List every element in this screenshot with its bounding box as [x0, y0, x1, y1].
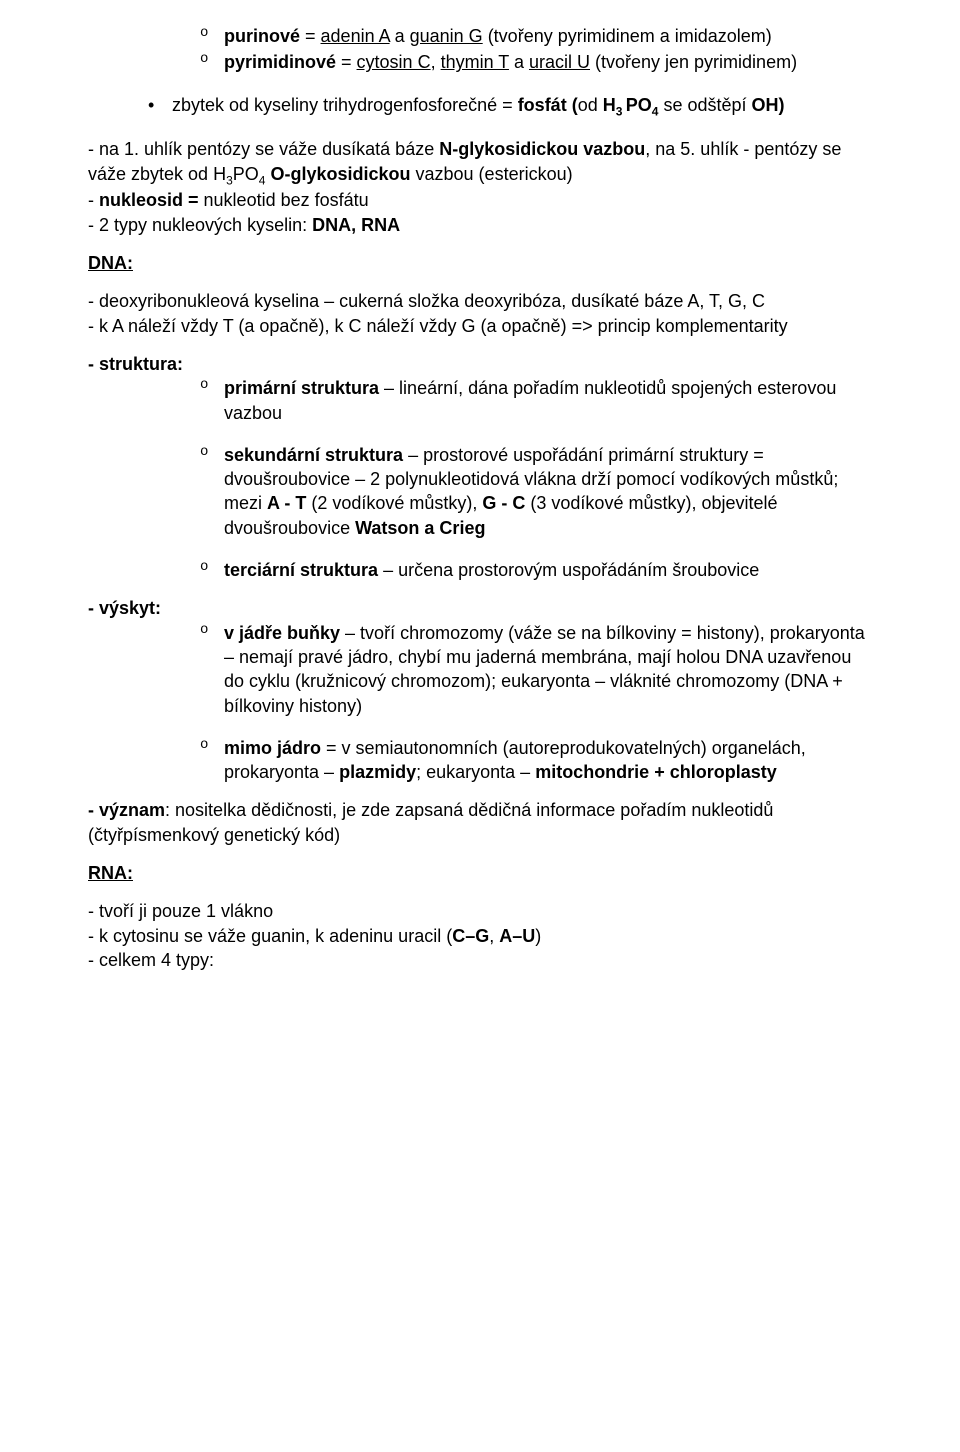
para-dna-desc: - deoxyribonukleová kyselina – cukerná s… [88, 289, 872, 338]
v2-b1: mimo jádro [224, 738, 321, 758]
p1-b2: O-glykosidickou [270, 164, 410, 184]
struktura-item-2: sekundární struktura – prostorové uspořá… [200, 443, 872, 540]
intro1-mid: = [300, 26, 321, 46]
p1-line2c: nukleotid bez fosfátu [199, 190, 369, 210]
intro2-bold: pyrimidinové [224, 52, 336, 72]
vyskyt-block: - výskyt: v jádře buňky – tvoří chromozo… [88, 596, 872, 784]
b1-bold4: OH) [752, 95, 785, 115]
intro1-u2: guanin G [410, 26, 483, 46]
rna-line2a: - k cytosinu se váže guanin, k adeninu u… [88, 926, 452, 946]
p1-b1: N-glykosidickou vazbou [439, 139, 645, 159]
v1-b: v jádře buňky [224, 623, 340, 643]
intro2-tail: (tvořeny jen pyrimidinem) [590, 52, 797, 72]
p1-line3b: DNA, RNA [312, 215, 400, 235]
s2-t2: (2 vodíkové můstky), [306, 493, 482, 513]
struktura-heading: - struktura: [88, 354, 183, 374]
struktura-sublist: primární struktura – lineární, dána pořa… [88, 376, 872, 582]
vyznam-para: - význam: nositelka dědičnosti, je zde z… [88, 798, 872, 847]
s2-b2: A - T [267, 493, 306, 513]
intro2-mid3: a [509, 52, 529, 72]
s3-t: – určena prostorovým uspořádáním šroubov… [378, 560, 759, 580]
rna-line3: - celkem 4 typy: [88, 950, 214, 970]
vyznam-b1: - význam [88, 800, 165, 820]
b1-mid: od [578, 95, 603, 115]
page: purinové = adenin A a guanin G (tvořeny … [0, 0, 960, 1452]
intro1-bold: purinové [224, 26, 300, 46]
p1-t1: - na 1. uhlík pentózy se váže dusíkatá b… [88, 139, 439, 159]
p1-t5: vazbou (esterickou) [411, 164, 573, 184]
b1-sub1: 3 [616, 104, 626, 118]
p2-line2: - k A náleží vždy T (a opačně), k C nále… [88, 316, 788, 336]
p1-line2b: nukleosid = [99, 190, 199, 210]
s1-b: primární struktura [224, 378, 379, 398]
intro2-mid2: , [431, 52, 441, 72]
intro-item-1: purinové = adenin A a guanin G (tvořeny … [200, 24, 872, 48]
s2-b3: G - C [482, 493, 525, 513]
intro1-u1: adenin A [321, 26, 390, 46]
s2-b: sekundární struktura [224, 445, 403, 465]
intro2-mid: = [336, 52, 357, 72]
intro1-tail: (tvořeny pyrimidinem a imidazolem) [483, 26, 772, 46]
p1-line3a: - 2 typy nukleových kyselin: [88, 215, 312, 235]
struktura-item-1: primární struktura – lineární, dána pořa… [200, 376, 872, 425]
s3-b: terciární struktura [224, 560, 378, 580]
rna-heading: RNA: [88, 861, 872, 885]
b1-bold2: H [603, 95, 616, 115]
intro2-u1: cytosin C [357, 52, 431, 72]
bullet-item-1: zbytek od kyseliny trihydrogenfosforečné… [148, 93, 872, 120]
struktura-block: - struktura: primární struktura – lineár… [88, 352, 872, 582]
intro-sublist: purinové = adenin A a guanin G (tvořeny … [88, 24, 872, 75]
rna-line1: - tvoří ji pouze 1 vlákno [88, 901, 273, 921]
vyskyt-sublist: v jádře buňky – tvoří chromozomy (váže s… [88, 621, 872, 785]
p1-sub1: 3 [226, 173, 233, 187]
p1-line2a: - [88, 190, 99, 210]
v2-b2: plazmidy [339, 762, 416, 782]
vyskyt-item-2: mimo jádro = v semiautonomních (autorepr… [200, 736, 872, 785]
vyznam-t1: : nositelka dědičnosti, je zde zapsaná d… [88, 800, 773, 844]
s2-b4: Watson a Crieg [355, 518, 485, 538]
bullet-list: zbytek od kyseliny trihydrogenfosforečné… [88, 93, 872, 120]
intro1-mid2: a [390, 26, 410, 46]
p1-t3: PO [233, 164, 259, 184]
rna-para: - tvoří ji pouze 1 vlákno - k cytosinu s… [88, 899, 872, 972]
rna-line2e: ) [535, 926, 541, 946]
p2-line1: - deoxyribonukleová kyselina – cukerná s… [88, 291, 765, 311]
b1-pre: zbytek od kyseliny trihydrogenfosforečné… [172, 95, 518, 115]
rna-line2c: , [489, 926, 499, 946]
vyskyt-heading: - výskyt: [88, 598, 161, 618]
v2-b3: mitochondrie + chloroplasty [535, 762, 777, 782]
dna-heading-text: DNA: [88, 253, 133, 273]
dna-heading: DNA: [88, 251, 872, 275]
b1-bold1: fosfát ( [518, 95, 578, 115]
b1-bold3: PO [626, 95, 652, 115]
vyskyt-item-1: v jádře buňky – tvoří chromozomy (váže s… [200, 621, 872, 718]
para-glyko: - na 1. uhlík pentózy se váže dusíkatá b… [88, 137, 872, 237]
intro2-u2: thymin T [441, 52, 509, 72]
struktura-item-3: terciární struktura – určena prostorovým… [200, 558, 872, 582]
v2-t2: ; eukaryonta – [416, 762, 535, 782]
intro2-u3: uracil U [529, 52, 590, 72]
intro-item-2: pyrimidinové = cytosin C, thymin T a ura… [200, 50, 872, 74]
rna-line2d: A–U [499, 926, 535, 946]
rna-line2b: C–G [452, 926, 489, 946]
b1-mid2: se odštěpí [658, 95, 751, 115]
rna-heading-text: RNA: [88, 863, 133, 883]
